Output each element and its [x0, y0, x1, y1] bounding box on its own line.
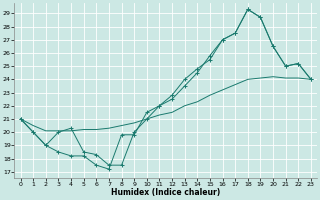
X-axis label: Humidex (Indice chaleur): Humidex (Indice chaleur) — [111, 188, 220, 197]
